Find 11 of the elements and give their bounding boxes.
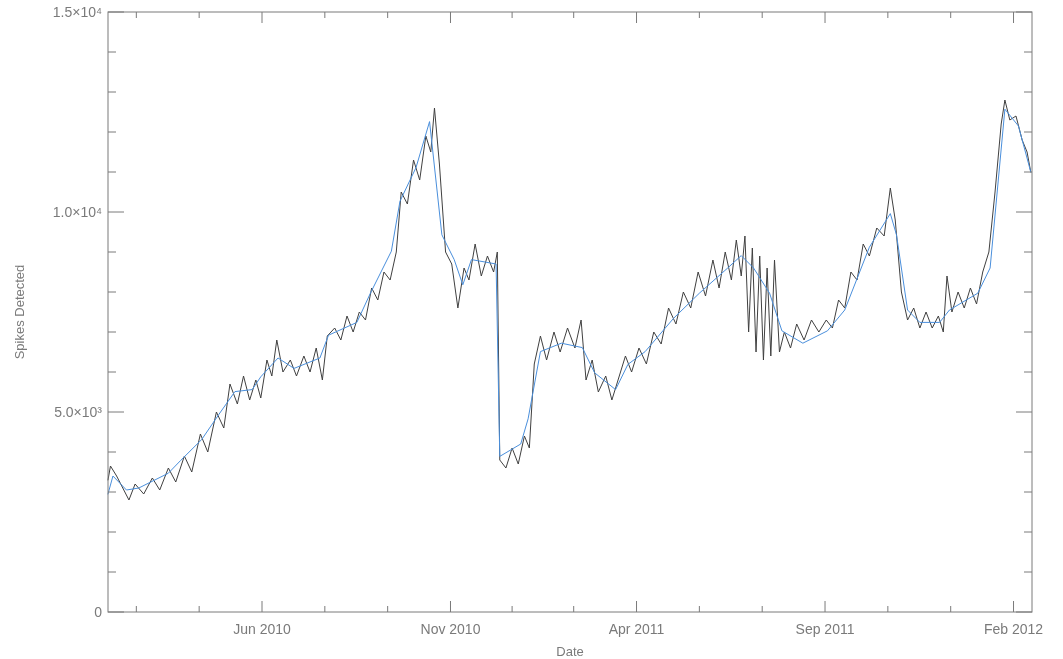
y-tick-label: 1.0×10⁴ xyxy=(52,204,102,220)
y-tick-label: 0 xyxy=(94,604,103,620)
x-tick-label: Nov 2010 xyxy=(420,621,481,637)
x-tick-label: Jun 2010 xyxy=(233,621,292,637)
y-tick-label: 1.5×10⁴ xyxy=(52,4,102,20)
x-tick-label: Apr 2011 xyxy=(608,621,665,637)
x-tick-label: Feb 2012 xyxy=(983,621,1044,637)
x-axis-title: Date xyxy=(556,644,584,659)
y-tick-label: 5.0×10³ xyxy=(54,404,103,420)
y-axis-title: Spikes Detected xyxy=(12,264,27,360)
x-tick-label: Sep 2011 xyxy=(795,621,855,637)
